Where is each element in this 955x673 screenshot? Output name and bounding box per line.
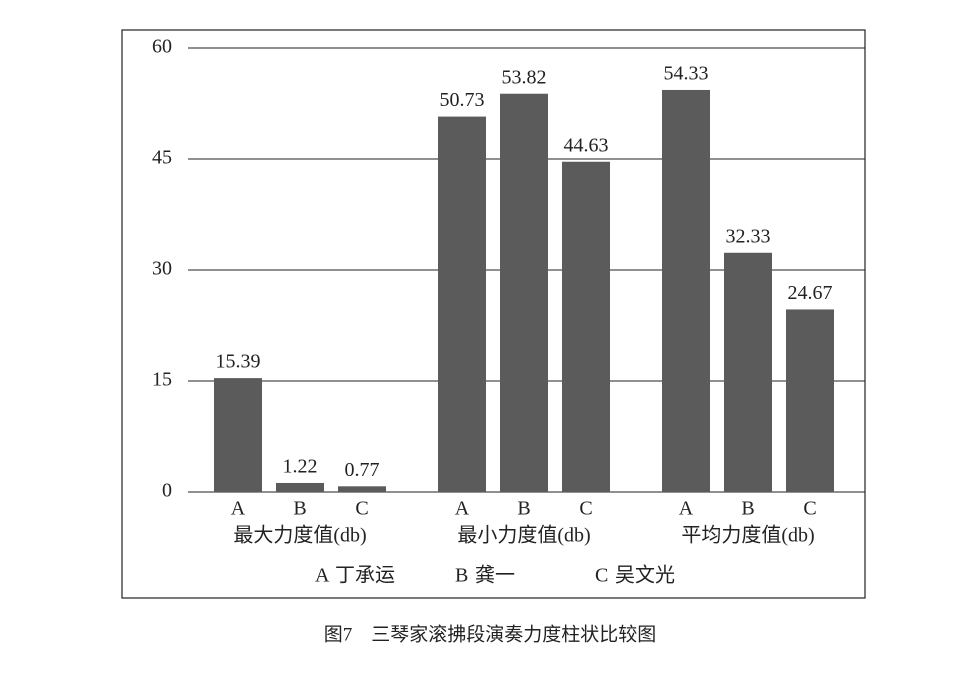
group-label: 最小力度值(db)	[457, 524, 590, 547]
legend-label: 丁承运	[335, 564, 395, 587]
value-label: 1.22	[283, 456, 318, 478]
value-label: 0.77	[345, 459, 380, 481]
value-label: 32.33	[726, 225, 771, 247]
x-tick-label: B	[741, 498, 754, 520]
bar	[662, 89, 710, 492]
group-label: 最大力度值(db)	[233, 524, 366, 547]
bar	[214, 378, 262, 492]
legend-label: 龚一	[475, 564, 515, 587]
legend-key: B	[455, 565, 468, 587]
x-tick-label: A	[455, 498, 470, 520]
group-label: 平均力度值(db)	[681, 524, 814, 547]
value-label: 54.33	[664, 63, 709, 85]
x-tick-label: B	[517, 498, 530, 520]
x-tick-label: A	[231, 498, 246, 520]
bar	[786, 309, 834, 492]
x-tick-label: C	[803, 498, 816, 520]
value-label: 24.67	[788, 282, 833, 304]
x-tick-label: A	[679, 498, 694, 520]
value-label: 44.63	[564, 134, 609, 156]
y-tick-label: 60	[152, 36, 172, 58]
value-label: 50.73	[440, 89, 485, 111]
y-tick-label: 15	[152, 369, 172, 391]
bar	[724, 252, 772, 492]
y-tick-label: 0	[162, 480, 172, 502]
legend-key: C	[595, 565, 608, 587]
y-tick-label: 30	[152, 258, 172, 280]
y-tick-label: 45	[152, 147, 172, 169]
bar	[276, 482, 324, 492]
bar	[500, 93, 548, 493]
frame	[121, 29, 866, 599]
x-tick-label: C	[355, 498, 368, 520]
bar	[438, 116, 486, 493]
bar	[562, 161, 610, 492]
legend-label: 吴文光	[615, 564, 675, 587]
value-label: 15.39	[216, 351, 261, 373]
x-tick-label: B	[293, 498, 306, 520]
bar	[338, 486, 386, 492]
value-label: 53.82	[502, 66, 547, 88]
x-tick-label: C	[579, 498, 592, 520]
legend-key: A	[315, 565, 330, 587]
chart-title: 图7 三琴家滚拂段演奏力度柱状比较图	[324, 623, 657, 645]
